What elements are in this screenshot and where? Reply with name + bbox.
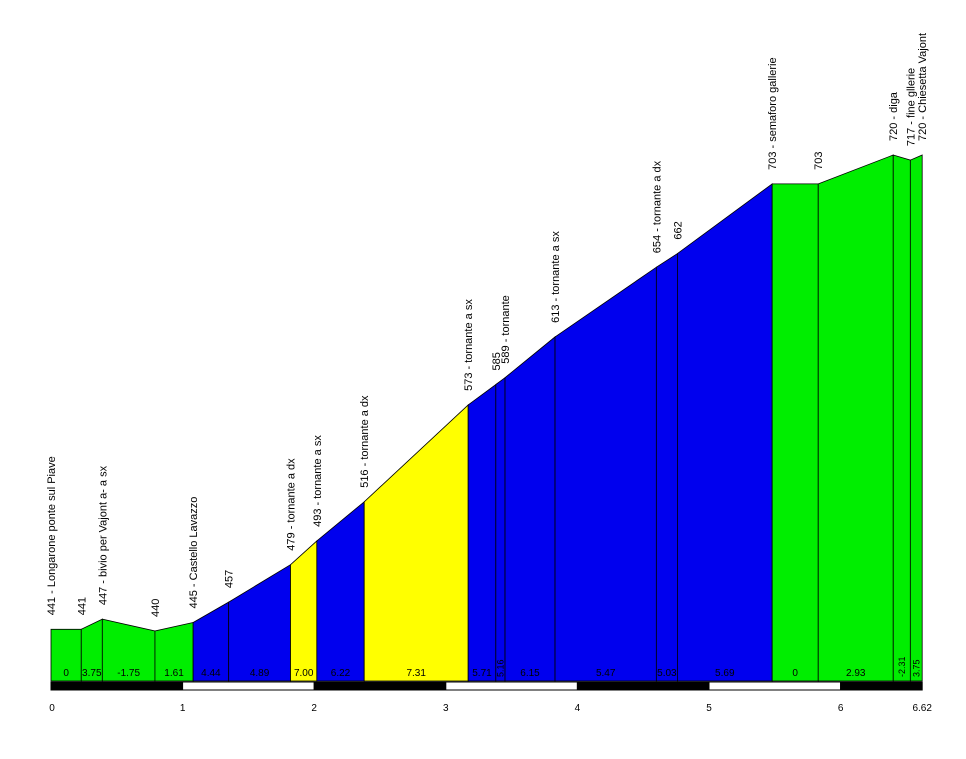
gradient-label: -1.75 [117,668,140,679]
gradient-label: 6.22 [331,668,351,679]
profile-segment [228,563,291,682]
gradient-label: 7.00 [294,668,314,679]
scale-bar-segment [313,681,447,691]
gradient-label: 5.47 [596,668,616,679]
waypoint-label: 516 - tornante a dx [359,395,371,488]
profile-segment [504,336,556,682]
gradient-label: 5.69 [715,668,735,679]
waypoint-label: 440 [150,599,162,617]
gradient-label: 4.89 [250,668,270,679]
profile-segment [363,403,469,682]
x-tick-label: 1 [180,703,186,714]
waypoint-label: 662 [672,221,684,239]
scale-bar-segment [182,681,315,691]
waypoint-label: 613 - tornante a sx [550,231,562,323]
gradient-label: 1.61 [164,668,184,679]
profile-segments [50,154,923,682]
gradient-label: 4.44 [201,668,221,679]
profile-segment [655,252,678,682]
waypoint-label: 589 - tornante [500,295,512,364]
gradient-label: 0 [792,668,798,679]
waypoint-label: 445 - Castello Lavazzo [188,497,200,609]
waypoint-labels: 441 - Longarone ponte sul Piave 441 447 - … [46,33,929,617]
gradient-label: 0 [63,668,69,679]
waypoint-label: 479 - tornante a dx [286,458,298,551]
profile-segment [677,183,773,682]
profile-segment [771,183,819,682]
x-tick-label: 6.62 [912,703,932,714]
scale-bar-segment [576,681,710,691]
gradient-label: 7.31 [406,668,426,679]
waypoint-label: 720 - Chiesetta Vajont [917,33,929,141]
x-tick-label: 0 [49,703,55,714]
profile-segment [467,383,497,682]
gradient-label: 5.71 [472,668,492,679]
waypoint-label: 703 [813,152,825,170]
x-tick-label: 2 [311,703,317,714]
gradient-labels: 0 3.75 -1.75 1.61 4.44 4.89 7.00 6.22 7.31 5.71 5.… [63,656,921,679]
waypoint-label: 441 - Longarone ponte sul Piave [46,456,58,615]
waypoint-label: 457 [224,570,236,588]
profile-segment [817,154,894,682]
scale-bar-segment [708,681,842,691]
profile-segment [316,500,365,682]
x-tick-label: 6 [838,703,844,714]
gradient-label: -2.31 [897,656,907,677]
distance-scale-bar [50,681,923,691]
waypoint-label: 585 [491,352,503,370]
scale-bar-segment [840,681,923,691]
profile-segment [554,266,657,682]
x-tick-label: 3 [443,703,449,714]
waypoint-label: 493 - tornante a sx [312,435,324,527]
gradient-label: 3.75 [911,659,921,677]
profile-segment [892,154,911,682]
profile-segment [495,376,506,682]
gradient-label: 5.16 [495,659,505,677]
waypoint-label: 441 [76,597,88,615]
x-tick-label: 5 [706,703,712,714]
waypoint-label: 720 - diga [888,91,900,141]
distance-tick-labels: 0 1 2 3 4 5 6 6.62 [49,703,932,714]
scale-bar-segment [445,681,578,691]
gradient-label: 5.03 [657,668,677,679]
waypoint-label: 573 - tornante a sx [463,299,475,391]
waypoint-label: 654 - tornante a dx [651,160,663,253]
gradient-label: 2.93 [846,668,866,679]
profile-segment [290,539,318,682]
waypoint-label: 717 - fine gllerie [905,68,917,146]
scale-bar-segment [50,681,184,691]
x-tick-label: 4 [575,703,581,714]
waypoint-label: 447 - bivio per Vajont a- a sx [97,465,109,605]
waypoint-label: 703 - semaforo gallerie [767,57,779,170]
gradient-label: 6.15 [520,668,540,679]
gradient-label: 3.75 [82,668,102,679]
profile-segment [909,154,923,682]
